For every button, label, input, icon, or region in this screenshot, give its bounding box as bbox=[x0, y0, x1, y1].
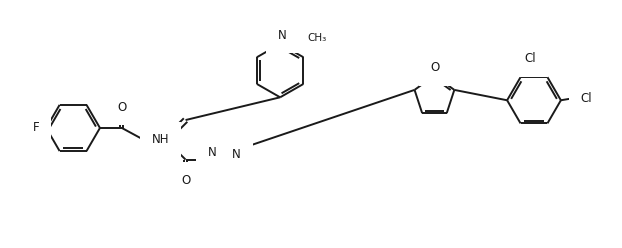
Text: NH: NH bbox=[152, 133, 169, 146]
Text: Cl: Cl bbox=[581, 92, 592, 105]
Text: CH₃: CH₃ bbox=[306, 23, 325, 33]
Text: O: O bbox=[181, 174, 190, 187]
Text: O: O bbox=[117, 101, 126, 114]
Text: N: N bbox=[233, 148, 241, 161]
Text: N: N bbox=[208, 146, 216, 159]
Text: CH₃: CH₃ bbox=[307, 33, 327, 43]
Text: O: O bbox=[431, 61, 440, 74]
Text: N: N bbox=[278, 29, 287, 41]
Text: H: H bbox=[213, 153, 220, 163]
Text: F: F bbox=[32, 122, 39, 134]
Text: Cl: Cl bbox=[524, 52, 536, 65]
